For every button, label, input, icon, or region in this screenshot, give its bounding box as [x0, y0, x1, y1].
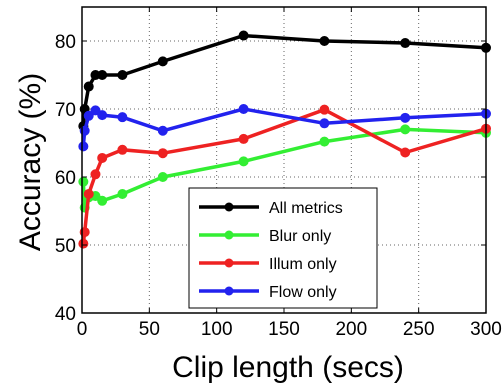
ticks: 0 50 100 150 200 250 300 40 50 60 70 80	[55, 7, 502, 340]
data-point	[319, 104, 330, 115]
legend-label: All metrics	[269, 200, 343, 217]
legend-item: Blur only	[199, 228, 331, 245]
series-layer	[78, 30, 491, 249]
x-tick-label: 50	[139, 319, 160, 340]
data-point	[157, 148, 168, 159]
legend-swatch-marker	[224, 202, 234, 212]
data-point	[83, 110, 94, 121]
y-axis-label: Accuracy (%)	[14, 73, 47, 251]
y-tick-label: 50	[55, 236, 76, 257]
data-point	[400, 147, 411, 158]
data-point	[90, 105, 101, 116]
data-point	[319, 136, 330, 147]
y-tick-label: 80	[55, 32, 76, 53]
data-point	[400, 38, 411, 49]
x-tick-label: 100	[201, 319, 233, 340]
x-tick-label: 200	[335, 319, 367, 340]
series-line	[81, 33, 487, 127]
data-point	[238, 156, 249, 167]
legend-item: All metrics	[199, 200, 343, 217]
data-point	[319, 36, 330, 46]
x-tick-label: 250	[403, 319, 435, 340]
data-point	[78, 141, 89, 152]
data-point	[83, 189, 94, 199]
data-point	[78, 238, 89, 249]
data-point	[90, 169, 101, 180]
data-point	[117, 112, 128, 123]
legend-label: Illum only	[269, 256, 337, 273]
data-point	[117, 70, 128, 80]
data-point	[157, 56, 168, 67]
series-illum-only	[78, 104, 491, 249]
x-tick-label: 0	[77, 319, 88, 340]
data-point	[97, 195, 108, 206]
data-point	[83, 81, 94, 92]
data-point	[97, 70, 108, 80]
legend-swatch-marker	[224, 286, 234, 296]
legend-item: Flow only	[199, 284, 337, 301]
data-point	[400, 112, 411, 123]
x-tick-label: 300	[470, 319, 502, 340]
series-line	[81, 107, 487, 147]
x-tick-label: 150	[268, 319, 300, 340]
data-point	[238, 30, 249, 41]
grid	[82, 7, 486, 313]
data-point	[400, 124, 411, 135]
legend-label: Blur only	[269, 228, 331, 245]
legend-label: Flow only	[269, 284, 337, 301]
data-point	[238, 133, 249, 144]
data-point	[78, 176, 89, 187]
y-tick-label: 60	[55, 168, 76, 189]
legend: All metrics Blur only Illum only Flow only	[188, 187, 378, 309]
data-point	[97, 152, 108, 163]
data-point	[97, 110, 108, 121]
data-point	[117, 189, 128, 199]
x-axis-label: Clip length (secs)	[172, 351, 404, 384]
y-tick-label: 70	[55, 100, 76, 121]
data-point	[157, 125, 168, 136]
data-point	[117, 144, 128, 155]
series-flow-only	[78, 104, 491, 152]
data-point	[319, 118, 330, 129]
legend-swatch-marker	[224, 258, 234, 268]
data-point	[238, 104, 249, 114]
y-tick-label: 40	[55, 304, 76, 325]
data-point	[157, 172, 168, 182]
legend-swatch-marker	[224, 230, 234, 240]
legend-item: Illum only	[199, 256, 337, 273]
